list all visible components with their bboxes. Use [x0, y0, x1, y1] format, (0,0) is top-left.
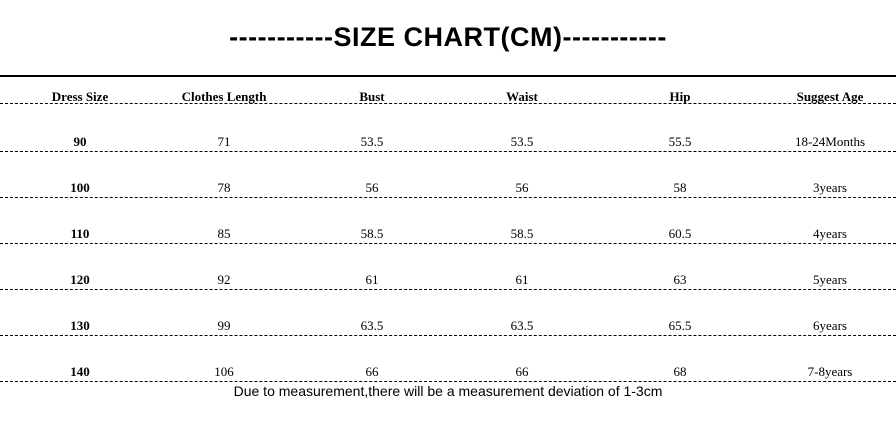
table-cell: 92 — [217, 272, 231, 287]
row-divider — [0, 197, 896, 198]
header-cell: Dress Size — [51, 89, 109, 104]
table-cell: 53.5 — [360, 134, 384, 149]
note: Due to measurement,there will be a measu… — [233, 383, 663, 399]
table-cell: 65.5 — [668, 318, 692, 333]
table-cell: 53.5 — [510, 134, 534, 149]
table-cell: 130 — [70, 318, 90, 333]
header-cell: Suggest Age — [796, 89, 864, 104]
header-cell: Clothes Length — [181, 89, 267, 104]
title: -----------SIZE CHART(CM)----------- — [229, 22, 667, 52]
header-cell: Hip — [669, 89, 691, 104]
row-divider — [0, 151, 896, 152]
row-divider — [0, 243, 896, 244]
table-cell: 106 — [214, 364, 234, 379]
header-cell: Waist — [506, 89, 538, 104]
table-cell: 68 — [673, 364, 687, 379]
table-cell: 58.5 — [510, 226, 534, 241]
table-cell: 61 — [515, 272, 529, 287]
header-cell: Bust — [359, 89, 385, 104]
table-cell: 7-8years — [807, 364, 853, 379]
table-cell: 61 — [365, 272, 379, 287]
header-divider — [0, 103, 896, 104]
row-divider — [0, 381, 896, 382]
table-cell: 63 — [673, 272, 687, 287]
table-cell: 63.5 — [510, 318, 534, 333]
table-cell: 140 — [70, 364, 90, 379]
table-cell: 18-24Months — [794, 134, 866, 149]
table-cell: 6years — [813, 318, 847, 333]
table-cell: 66 — [365, 364, 379, 379]
table-cell: 90 — [73, 134, 87, 149]
top-rule — [0, 75, 896, 77]
table-cell: 66 — [515, 364, 529, 379]
table-cell: 78 — [217, 180, 231, 195]
table-cell: 58 — [673, 180, 687, 195]
table-cell: 5years — [813, 272, 847, 287]
table-cell: 56 — [515, 180, 529, 195]
row-divider — [0, 335, 896, 336]
row-divider — [0, 289, 896, 290]
table-cell: 120 — [70, 272, 90, 287]
table-cell: 3years — [813, 180, 847, 195]
table-cell: 63.5 — [360, 318, 384, 333]
table-cell: 99 — [217, 318, 231, 333]
table-cell: 55.5 — [668, 134, 692, 149]
table-cell: 60.5 — [668, 226, 692, 241]
table-cell: 4years — [813, 226, 847, 241]
table-cell: 100 — [70, 180, 90, 195]
table-cell: 110 — [70, 226, 90, 241]
table-cell: 58.5 — [360, 226, 384, 241]
table-cell: 56 — [365, 180, 379, 195]
table-cell: 71 — [217, 134, 231, 149]
table-cell: 85 — [217, 226, 231, 241]
